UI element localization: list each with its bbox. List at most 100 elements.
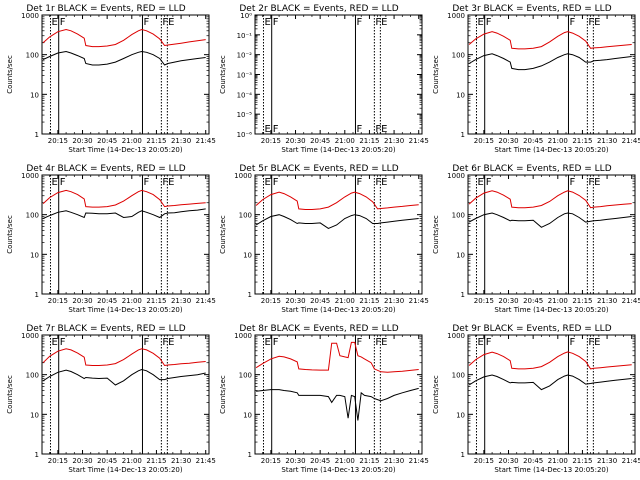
x-tick-label: 21:15 — [572, 297, 592, 305]
series-line-events — [468, 374, 632, 391]
x-tick-label: 21:30 — [171, 457, 191, 465]
y-tick-label: 1000 — [21, 12, 39, 20]
marker-label-top: E — [51, 337, 57, 348]
marker-label-top: F — [143, 177, 149, 188]
x-axis-label: Start Time (14-Dec-13 20:05:20) — [494, 466, 608, 474]
panel-title: Det 5r BLACK = Events, RED = LLD — [239, 164, 398, 174]
panel-title: Det 3r BLACK = Events, RED = LLD — [452, 4, 611, 14]
y-tick-label: 1000 — [21, 172, 39, 180]
x-tick-label: 21:00 — [335, 137, 355, 145]
marker-label-top: FE — [588, 177, 600, 188]
series-line-events — [42, 50, 206, 66]
x-axis-label: Start Time (14-Dec-13 20:05:20) — [68, 466, 182, 474]
y-tick-label: 10 — [30, 251, 39, 259]
marker-label-top: F — [356, 177, 362, 188]
x-tick-label: 21:45 — [622, 137, 640, 145]
x-tick-label: 21:30 — [384, 457, 404, 465]
detector-panel-2: Det 2r BLACK = Events, RED = LLD Counts/s… — [219, 4, 429, 154]
x-tick-label: 20:45 — [97, 297, 117, 305]
x-tick-label: 20:30 — [72, 137, 92, 145]
x-tick-label: 20:30 — [72, 457, 92, 465]
y-tick-label: 10⁻¹ — [237, 32, 253, 40]
x-tick-label: 21:30 — [597, 137, 617, 145]
marker-label-top: E — [477, 177, 483, 188]
x-tick-label: 21:45 — [409, 457, 429, 465]
y-axis-label: Counts/sec — [219, 55, 227, 94]
marker-label-top: F — [486, 337, 492, 348]
x-tick-label: 21:15 — [572, 137, 592, 145]
x-tick-label: 20:30 — [285, 297, 305, 305]
series-line-lld — [468, 351, 632, 370]
marker-label-top: F — [60, 177, 66, 188]
marker-label-top: E — [477, 17, 483, 28]
series-line-events — [468, 212, 632, 228]
plot-frame — [41, 174, 210, 295]
x-tick-label: 20:45 — [310, 457, 330, 465]
marker-label-top: F — [143, 337, 149, 348]
series-line-events — [255, 214, 419, 229]
y-tick-label: 10 — [30, 411, 39, 419]
x-tick-label: 21:00 — [548, 457, 568, 465]
y-axis-label: Counts/sec — [432, 215, 440, 254]
marker-label-bottom: F — [356, 124, 362, 135]
x-tick-label: 20:15 — [261, 457, 281, 465]
y-axis-label: Counts/sec — [219, 215, 227, 254]
marker-label-top: E — [51, 177, 57, 188]
x-tick-label: 21:45 — [196, 297, 216, 305]
detector-panel-6: Det 6r BLACK = Events, RED = LLD Counts/s… — [432, 164, 640, 314]
x-tick-label: 21:15 — [359, 457, 379, 465]
x-tick-label: 21:45 — [196, 137, 216, 145]
plot-frame — [254, 174, 423, 295]
y-tick-label: 100 — [239, 212, 252, 220]
x-tick-label: 20:30 — [72, 297, 92, 305]
y-tick-label: 1000 — [21, 332, 39, 340]
x-tick-label: 20:45 — [97, 137, 117, 145]
detector-panel-8: Det 8r BLACK = Events, RED = LLD Counts/s… — [219, 324, 429, 474]
x-axis-label: Start Time (14-Dec-13 20:05:20) — [68, 306, 182, 314]
y-tick-label: 10 — [456, 91, 465, 99]
x-tick-label: 21:15 — [146, 137, 166, 145]
marker-label-top: E — [477, 337, 483, 348]
marker-label-top: F — [569, 17, 575, 28]
x-tick-label: 21:00 — [122, 457, 142, 465]
marker-label-top: E — [264, 337, 270, 348]
marker-label-top: FE — [162, 17, 174, 28]
series-line-lld — [42, 189, 206, 208]
panel-title: Det 7r BLACK = Events, RED = LLD — [26, 324, 185, 334]
marker-label-top: FE — [162, 337, 174, 348]
marker-label-top: F — [273, 337, 279, 348]
x-axis-label: Start Time (14-Dec-13 20:05:20) — [281, 306, 395, 314]
x-tick-label: 21:00 — [122, 297, 142, 305]
y-tick-label: 10 — [30, 91, 39, 99]
x-tick-label: 21:15 — [146, 297, 166, 305]
plot-frame — [467, 174, 636, 295]
marker-label-top: FE — [588, 337, 600, 348]
x-tick-label: 21:00 — [122, 137, 142, 145]
x-axis-label: Start Time (14-Dec-13 20:05:20) — [281, 146, 395, 154]
panel-title: Det 8r BLACK = Events, RED = LLD — [239, 324, 398, 334]
series-line-lld — [468, 190, 632, 209]
y-tick-label: 1 — [248, 291, 252, 299]
y-tick-label: 100 — [452, 212, 465, 220]
series-line-lld — [42, 28, 206, 48]
plot-frame — [254, 14, 423, 135]
series-line-events — [42, 208, 206, 219]
x-tick-label: 21:30 — [171, 137, 191, 145]
x-tick-label: 20:15 — [474, 137, 494, 145]
detector-panel-5: Det 5r BLACK = Events, RED = LLD Counts/s… — [219, 164, 429, 314]
marker-label-top: F — [60, 17, 66, 28]
y-tick-label: 1000 — [234, 172, 252, 180]
marker-label-bottom: E — [264, 124, 270, 135]
series-line-events — [42, 368, 206, 386]
detector-panel-3: Det 3r BLACK = Events, RED = LLD Counts/s… — [432, 4, 640, 154]
x-tick-label: 20:15 — [474, 297, 494, 305]
y-tick-label: 1000 — [447, 172, 465, 180]
x-tick-label: 20:15 — [474, 457, 494, 465]
marker-label-top: E — [264, 177, 270, 188]
marker-label-top: FE — [162, 177, 174, 188]
x-tick-label: 20:15 — [261, 297, 281, 305]
x-tick-label: 21:00 — [335, 457, 355, 465]
y-tick-label: 10 — [456, 411, 465, 419]
x-tick-label: 21:15 — [359, 137, 379, 145]
